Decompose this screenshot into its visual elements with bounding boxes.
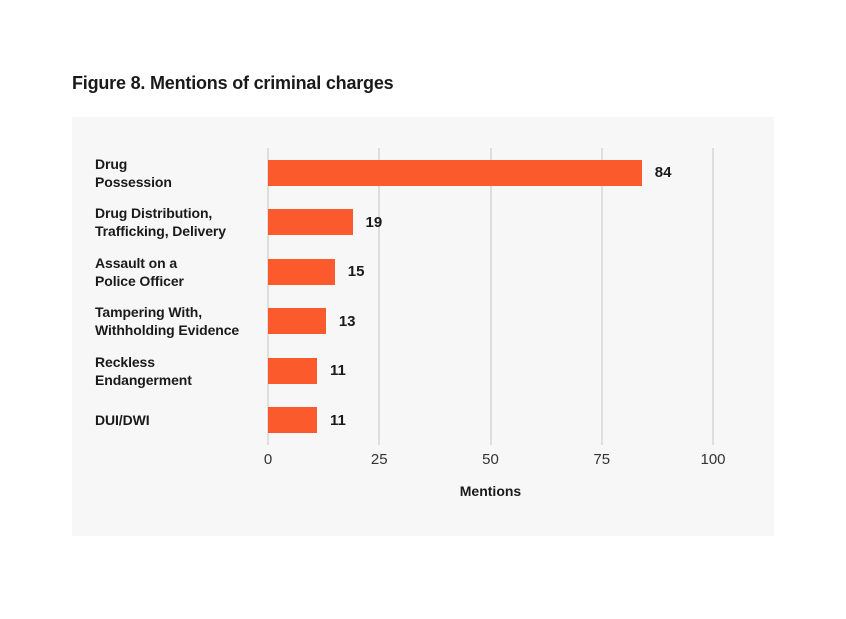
x-tick-label: 100 — [700, 451, 726, 468]
gridline — [712, 148, 714, 445]
bar — [268, 209, 353, 236]
bar — [268, 308, 326, 335]
category-label: Assault on a Police Officer — [72, 254, 268, 290]
category-label: Reckless Endangerment — [72, 353, 268, 389]
category-label: Drug Distribution, Trafficking, Delivery — [72, 204, 268, 240]
bar-row: Drug Distribution, Trafficking, Delivery 1… — [72, 198, 774, 248]
value-label: 19 — [365, 213, 383, 231]
x-axis-title: Mentions — [459, 483, 522, 499]
figure-title: Figure 8. Mentions of criminal charges — [72, 73, 394, 93]
gridlines — [267, 148, 714, 445]
value-label: 11 — [329, 362, 346, 380]
x-tick-label: 50 — [482, 451, 499, 468]
x-axis-ticks: 0 25 50 75 100 — [264, 451, 726, 471]
value-label: 13 — [338, 312, 356, 330]
category-label-line: Possession — [95, 173, 172, 190]
category-label: DUI/DWI — [72, 411, 268, 429]
bar-row: DUI/DWI 11 — [72, 396, 774, 446]
category-label-line: Tampering With, — [95, 304, 203, 321]
bar — [268, 407, 317, 434]
chart-panel: Drug Possession 84 Drug Distribution, Traffi… — [72, 117, 774, 536]
category-label-line: Drug — [95, 155, 128, 172]
bar-row: Drug Possession 84 — [72, 148, 774, 198]
value-label: 11 — [329, 411, 346, 429]
bar-zone: 11 — [268, 396, 713, 446]
bar — [268, 357, 317, 384]
category-label-line: Assault on a — [95, 254, 178, 271]
gridline — [601, 148, 603, 445]
x-tick-label: 0 — [263, 451, 273, 468]
value-label: 15 — [347, 263, 365, 281]
category-label-line: Withholding Evidence — [95, 322, 240, 339]
bar-zone: 19 — [268, 198, 713, 248]
category-label-line: Reckless — [95, 353, 155, 370]
category-label: Tampering With, Withholding Evidence — [72, 303, 268, 339]
gridline — [378, 148, 380, 445]
x-tick-label: 75 — [593, 451, 611, 468]
bar-zone: 15 — [268, 247, 713, 297]
bar-row: Tampering With, Withholding Evidence 13 — [72, 297, 774, 347]
category-label-line: Drug Distribution, — [95, 205, 213, 222]
bar-row: Reckless Endangerment 11 — [72, 346, 774, 396]
bar-rows: Drug Possession 84 Drug Distribution, Traffi… — [72, 148, 774, 445]
category-label-line: Trafficking, Delivery — [95, 223, 226, 240]
category-label: Drug Possession — [72, 155, 268, 191]
category-label-line: Endangerment — [95, 371, 192, 388]
category-label-line: DUI/DWI — [95, 412, 150, 429]
value-label: 84 — [654, 164, 672, 182]
bar — [268, 258, 335, 285]
bar-row: Assault on a Police Officer 15 — [72, 247, 774, 297]
x-tick-label: 25 — [370, 451, 388, 468]
gridline — [490, 148, 491, 445]
bar — [268, 159, 642, 186]
bar-zone: 13 — [268, 297, 713, 347]
bar-zone: 11 — [268, 346, 713, 396]
gridline — [267, 148, 269, 445]
bar-zone: 84 — [268, 148, 713, 198]
category-label-line: Police Officer — [95, 272, 184, 289]
